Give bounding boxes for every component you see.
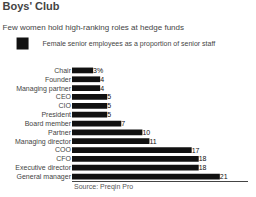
svg-text:5: 5 [107, 93, 111, 100]
svg-text:CIO: CIO [59, 102, 72, 109]
svg-text:21: 21 [220, 173, 228, 180]
svg-text:7: 7 [121, 120, 125, 127]
svg-text:4: 4 [100, 85, 104, 92]
svg-text:Source: Preqin Pro: Source: Preqin Pro [74, 183, 133, 191]
svg-text:Chair: Chair [54, 67, 71, 74]
svg-text:CFO: CFO [56, 155, 71, 162]
svg-text:Managing partner: Managing partner [16, 85, 72, 93]
svg-text:Executive director: Executive director [15, 164, 71, 171]
svg-text:17: 17 [192, 147, 200, 154]
svg-text:Managing director: Managing director [15, 138, 72, 146]
svg-text:Board member: Board member [25, 120, 72, 127]
svg-text:5: 5 [107, 102, 111, 109]
svg-text:President: President [41, 111, 71, 118]
svg-text:5: 5 [107, 111, 111, 118]
svg-text:Few women hold high-ranking ro: Few women hold high-ranking roles at hed… [3, 23, 184, 32]
svg-text:Boys' Club: Boys' Club [3, 0, 60, 12]
svg-text:18: 18 [199, 155, 207, 162]
svg-text:10: 10 [142, 129, 150, 136]
svg-text:CEO: CEO [56, 93, 72, 100]
svg-text:Female senior employees as a p: Female senior employees as a proportion … [43, 40, 216, 48]
svg-text:Partner: Partner [48, 129, 72, 136]
svg-text:18: 18 [199, 164, 207, 171]
svg-text:11: 11 [149, 138, 156, 145]
svg-text:General manager: General manager [17, 173, 72, 181]
svg-text:4: 4 [100, 76, 104, 83]
svg-text:COO: COO [55, 146, 72, 153]
svg-text:3%: 3% [93, 67, 103, 74]
svg-text:Founder: Founder [45, 76, 72, 83]
